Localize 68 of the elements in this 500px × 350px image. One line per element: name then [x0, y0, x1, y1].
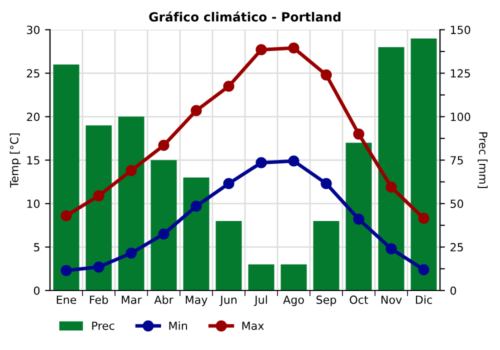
point: [223, 178, 234, 190]
bar: [410, 38, 437, 290]
x-tick-label: Dic: [416, 295, 432, 304]
point: [386, 243, 397, 254]
point: [126, 248, 137, 259]
y-axis-title: Temp [°C]: [10, 134, 21, 188]
y2-axis-title: Prec [mm]: [478, 132, 488, 188]
point: [190, 105, 202, 116]
y2-tick-label: 25: [450, 243, 463, 252]
x-tick-label: Sep: [316, 296, 336, 306]
bar: [248, 264, 274, 290]
point: [93, 190, 104, 202]
bar: [313, 220, 340, 290]
y2-tick-label: 125: [450, 69, 470, 78]
bar: [346, 142, 372, 290]
legend-label: Prec: [92, 322, 114, 330]
bar: [378, 47, 404, 290]
x-tick-label: Jun: [219, 296, 236, 306]
y-tick-label: 30: [26, 26, 40, 34]
bar: [183, 178, 210, 290]
x-tick-label: Abr: [154, 295, 174, 304]
point: [93, 261, 104, 273]
y-tick-label: 25: [26, 69, 40, 78]
y2-tick-label: 50: [450, 200, 464, 208]
point: [256, 157, 267, 168]
bar: [118, 116, 144, 290]
point: [320, 178, 332, 190]
bar: [150, 160, 177, 290]
x-tick-label: Ene: [56, 296, 76, 304]
y-tick-label: 5: [34, 243, 40, 252]
x-tick-label: Oct: [350, 296, 368, 304]
y-tick-label: 10: [27, 200, 40, 208]
bar: [216, 220, 242, 290]
y-tick-label: 0: [34, 286, 40, 295]
point: [126, 165, 137, 176]
y-tick-label: 15: [27, 156, 40, 165]
x-tick-label: Nov: [381, 296, 402, 304]
point: [256, 44, 267, 56]
bar: [86, 125, 112, 290]
x-tick-label: Jul: [254, 295, 267, 306]
bar: [53, 64, 80, 290]
chart-title: Gráfico climático - Portland: [149, 11, 340, 22]
point: [353, 128, 364, 140]
y2-tick-label: 0: [450, 286, 456, 295]
point: [418, 264, 430, 276]
point: [223, 80, 234, 92]
point: [418, 212, 430, 224]
point: [158, 228, 170, 240]
point: [60, 264, 72, 276]
point: [386, 182, 397, 193]
y2-tick-label: 100: [450, 112, 470, 122]
y-tick-label: 20: [26, 112, 40, 122]
legend-label: Min: [169, 321, 187, 330]
legend-label: Max: [242, 322, 264, 330]
x-tick-label: Feb: [90, 295, 108, 304]
point: [353, 214, 364, 225]
x-tick-label: May: [186, 296, 208, 306]
point: [158, 140, 170, 151]
x-tick-label: Ago: [283, 296, 304, 306]
x-tick-label: Mar: [122, 296, 142, 304]
bar: [280, 264, 307, 290]
point: [60, 210, 72, 222]
point: [190, 200, 202, 212]
y2-tick-label: 150: [450, 26, 470, 34]
point: [288, 155, 300, 167]
y2-tick-label: 75: [450, 156, 463, 165]
point: [320, 69, 332, 81]
point: [288, 42, 300, 54]
